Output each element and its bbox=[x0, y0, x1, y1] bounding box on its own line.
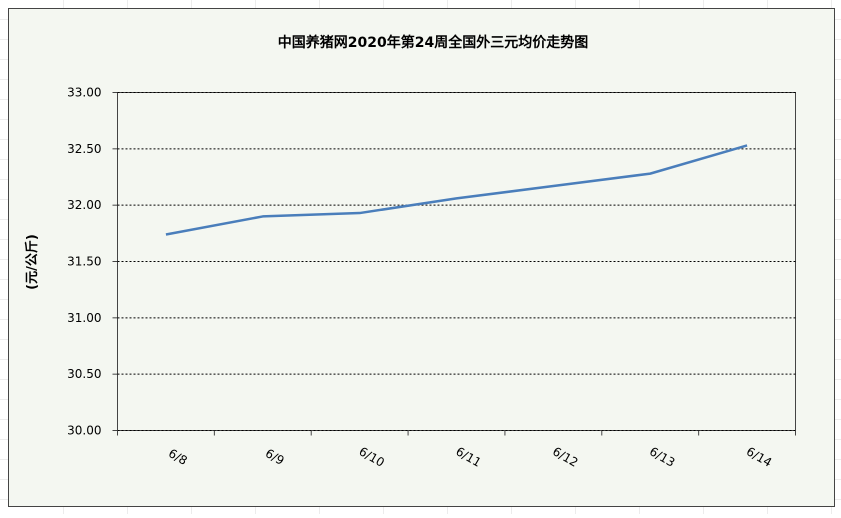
y-tick-label: 33.00 bbox=[67, 86, 101, 100]
y-tick-label: 31.00 bbox=[67, 311, 101, 325]
y-tick-label: 30.00 bbox=[67, 424, 101, 438]
y-axis-label: (元/公斤) bbox=[24, 234, 40, 290]
y-tick-label: 32.00 bbox=[67, 198, 101, 212]
data-line bbox=[165, 144, 748, 236]
y-tick-label: 30.50 bbox=[67, 367, 101, 381]
chart-title: 中国养猪网2020年第24周全国外三元均价走势图 bbox=[278, 34, 588, 51]
y-tick-label: 32.50 bbox=[67, 142, 101, 156]
y-tick-label: 31.50 bbox=[67, 255, 101, 269]
